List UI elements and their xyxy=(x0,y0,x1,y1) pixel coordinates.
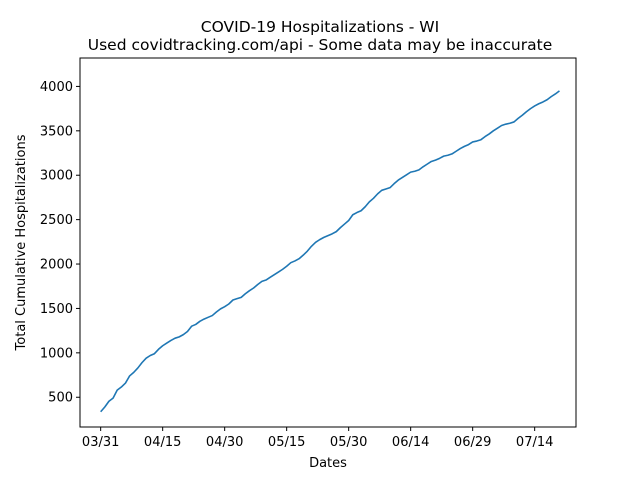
x-tick-label: 05/15 xyxy=(268,435,305,450)
y-axis-label: Total Cumulative Hospitalizations xyxy=(14,134,29,351)
chart-subtitle: Used covidtracking.com/api - Some data m… xyxy=(88,36,553,54)
x-tick-label: 05/30 xyxy=(330,435,367,450)
y-tick-label: 1500 xyxy=(40,302,73,317)
chart-title: COVID-19 Hospitalizations - WI xyxy=(201,18,439,36)
y-tick-label: 3000 xyxy=(40,169,73,184)
y-tick-label: 2000 xyxy=(40,258,73,273)
x-tick-label: 07/14 xyxy=(516,435,553,450)
x-tick-label: 04/30 xyxy=(206,435,243,450)
x-tick-label: 03/31 xyxy=(82,435,119,450)
y-tick-label: 2500 xyxy=(40,213,73,228)
plot-area: 500 1000 1500 2000 2500 3000 3500 4000 03/31 04/1… xyxy=(40,80,560,450)
series-line xyxy=(100,90,560,413)
x-axis-label: Dates xyxy=(309,456,347,471)
y-tick-label: 1000 xyxy=(40,346,73,361)
y-tick-label: 500 xyxy=(48,391,73,406)
y-tick-label: 3500 xyxy=(40,124,73,139)
y-tick-label: 4000 xyxy=(40,80,73,95)
axes-frame xyxy=(79,57,577,428)
x-tick-label: 04/15 xyxy=(144,435,181,450)
x-tick-label: 06/14 xyxy=(392,435,429,450)
x-tick-label: 06/29 xyxy=(454,435,491,450)
